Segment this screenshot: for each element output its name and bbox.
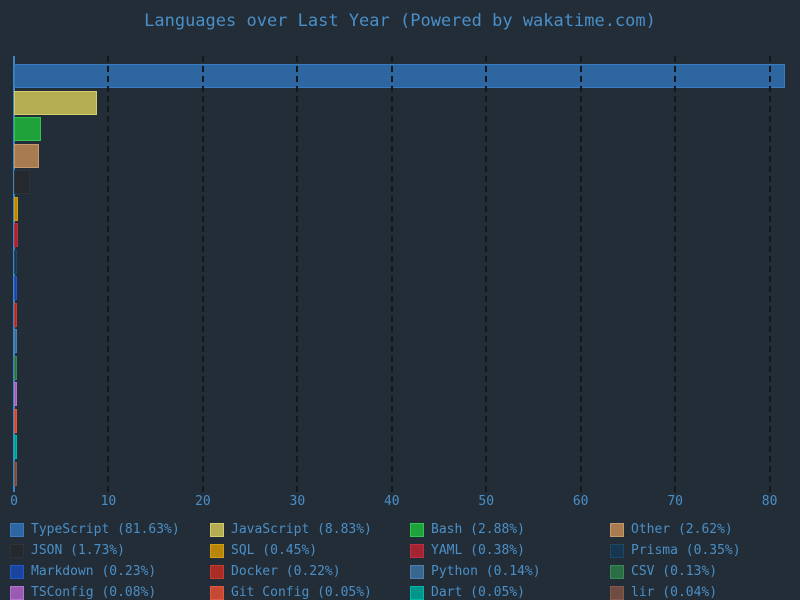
legend-item-typescript: TypeScript (81.63%) <box>10 521 180 538</box>
legend-label: Docker (0.22%) <box>231 564 341 579</box>
legend-label: TypeScript (81.63%) <box>31 522 180 537</box>
legend-item-javascript: JavaScript (8.83%) <box>210 521 372 538</box>
legend-label: YAML (0.38%) <box>431 543 525 558</box>
legend-label: Other (2.62%) <box>631 522 733 537</box>
chart-title: Languages over Last Year (Powered by wak… <box>144 11 656 31</box>
bar-json <box>14 170 31 194</box>
legend-label: SQL (0.45%) <box>231 543 318 558</box>
legend-item-dart: Dart (0.05%) <box>410 584 525 600</box>
legend-swatch-yaml <box>410 543 424 558</box>
legend-label: Prisma (0.35%) <box>631 543 741 558</box>
legend-label: CSV (0.13%) <box>631 564 718 579</box>
bar-docker <box>14 302 17 327</box>
x-tick-label-50: 50 <box>478 494 495 509</box>
legend-swatch-typescript <box>10 522 24 537</box>
legend: TypeScript (81.63%) JavaScript (8.83%) Bas… <box>0 521 800 600</box>
bar-python <box>14 329 17 353</box>
legend-item-python: Python (0.14%) <box>410 563 541 580</box>
legend-swatch-json <box>10 543 24 558</box>
legend-label: Dart (0.05%) <box>431 585 525 600</box>
legend-item-lir: lir (0.04%) <box>610 584 717 600</box>
legend-swatch-git-config <box>210 585 224 600</box>
x-tick-label-80: 80 <box>761 494 778 509</box>
gridline-60 <box>579 56 582 492</box>
legend-swatch-bash <box>410 522 424 537</box>
legend-swatch-markdown <box>10 564 24 579</box>
x-tick-label-30: 30 <box>289 494 306 509</box>
legend-label: lir (0.04%) <box>631 585 718 600</box>
legend-label: Markdown (0.23%) <box>31 564 157 579</box>
legend-swatch-dart <box>410 585 424 600</box>
gridline-70 <box>674 56 677 492</box>
legend-item-markdown: Markdown (0.23%) <box>10 563 156 580</box>
bar-sql <box>14 196 19 221</box>
legend-item-tsconfig: TSConfig (0.08%) <box>10 584 156 600</box>
legend-item-sql: SQL (0.45%) <box>210 542 317 559</box>
legend-swatch-sql <box>210 543 224 558</box>
x-tick-label-40: 40 <box>383 494 400 509</box>
legend-label: Git Config (0.05%) <box>231 585 372 600</box>
legend-item-csv: CSV (0.13%) <box>610 563 717 580</box>
legend-swatch-csv <box>610 564 624 579</box>
x-tick-label-60: 60 <box>572 494 589 509</box>
legend-swatch-javascript <box>210 522 224 537</box>
bar-bash <box>14 117 42 141</box>
gridline-30 <box>296 56 299 492</box>
legend-swatch-lir <box>610 585 624 600</box>
gridline-80 <box>768 56 771 492</box>
legend-item-prisma: Prisma (0.35%) <box>610 542 741 559</box>
gridline-20 <box>201 56 204 492</box>
gridline-50 <box>485 56 488 492</box>
legend-swatch-prisma <box>610 543 624 558</box>
legend-label: TSConfig (0.08%) <box>31 585 157 600</box>
legend-item-docker: Docker (0.22%) <box>210 563 341 580</box>
gridline-10 <box>107 56 110 492</box>
legend-item-json: JSON (1.73%) <box>10 542 125 559</box>
legend-item-bash: Bash (2.88%) <box>410 521 525 538</box>
bar-dart <box>14 435 17 459</box>
legend-label: JavaScript (8.83%) <box>231 522 372 537</box>
legend-item-yaml: YAML (0.38%) <box>410 542 525 559</box>
legend-label: Python (0.14%) <box>431 564 541 579</box>
legend-swatch-docker <box>210 564 224 579</box>
bar-prisma <box>14 249 18 274</box>
bar-lir <box>14 461 17 486</box>
x-tick-label-10: 10 <box>100 494 117 509</box>
bar-tsconfig <box>14 382 17 406</box>
legend-label: Bash (2.88%) <box>431 522 525 537</box>
bar-csv <box>14 355 17 380</box>
legend-swatch-python <box>410 564 424 579</box>
bar-markdown <box>14 276 17 300</box>
legend-item-git-config: Git Config (0.05%) <box>210 584 372 600</box>
x-tick-label-0: 0 <box>10 494 18 509</box>
bar-javascript <box>14 90 98 115</box>
gridline-40 <box>390 56 393 492</box>
x-axis: 0 10 20 30 40 50 60 70 80 <box>0 494 800 512</box>
legend-swatch-other <box>610 522 624 537</box>
bar-other <box>14 143 39 168</box>
bar-typescript <box>14 64 785 88</box>
plot-area <box>0 56 800 492</box>
legend-label: JSON (1.73%) <box>31 543 125 558</box>
bar-git-config <box>14 408 17 433</box>
legend-swatch-tsconfig <box>10 585 24 600</box>
zero-gridline <box>13 56 15 492</box>
x-tick-label-20: 20 <box>195 494 211 509</box>
x-tick-label-70: 70 <box>667 494 683 509</box>
bar-yaml <box>14 223 18 247</box>
legend-item-other: Other (2.62%) <box>610 521 733 538</box>
